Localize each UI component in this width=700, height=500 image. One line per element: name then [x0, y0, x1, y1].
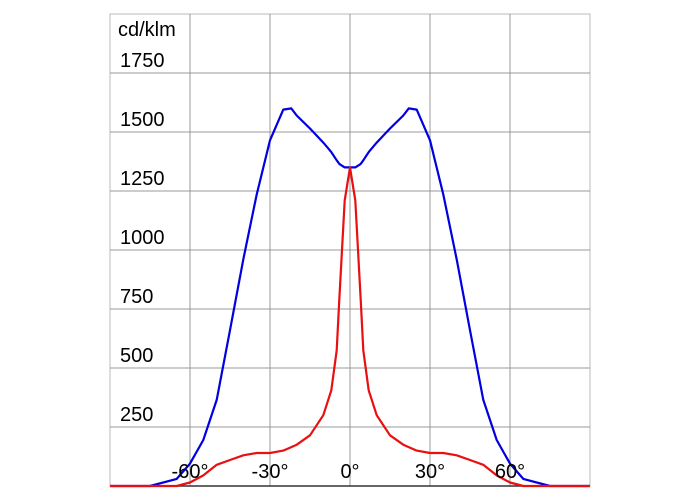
- y-tick-label: 1000: [120, 227, 165, 249]
- y-tick-label: 250: [120, 404, 153, 426]
- x-tick-label: -60°: [172, 461, 209, 483]
- y-tick-label: 1500: [120, 109, 165, 131]
- x-tick-label: 30°: [415, 461, 445, 483]
- data-line: [110, 166, 590, 488]
- y-axis-label: cd/klm: [118, 19, 176, 41]
- y-tick-label: 1750: [120, 50, 165, 72]
- y-tick-label: 1250: [120, 168, 165, 190]
- x-tick-label: 60°: [495, 461, 525, 483]
- y-tick-label: 750: [120, 286, 153, 308]
- x-tick-label: 0°: [340, 461, 359, 483]
- y-tick-label: 500: [120, 345, 153, 367]
- x-tick-label: -30°: [252, 461, 289, 483]
